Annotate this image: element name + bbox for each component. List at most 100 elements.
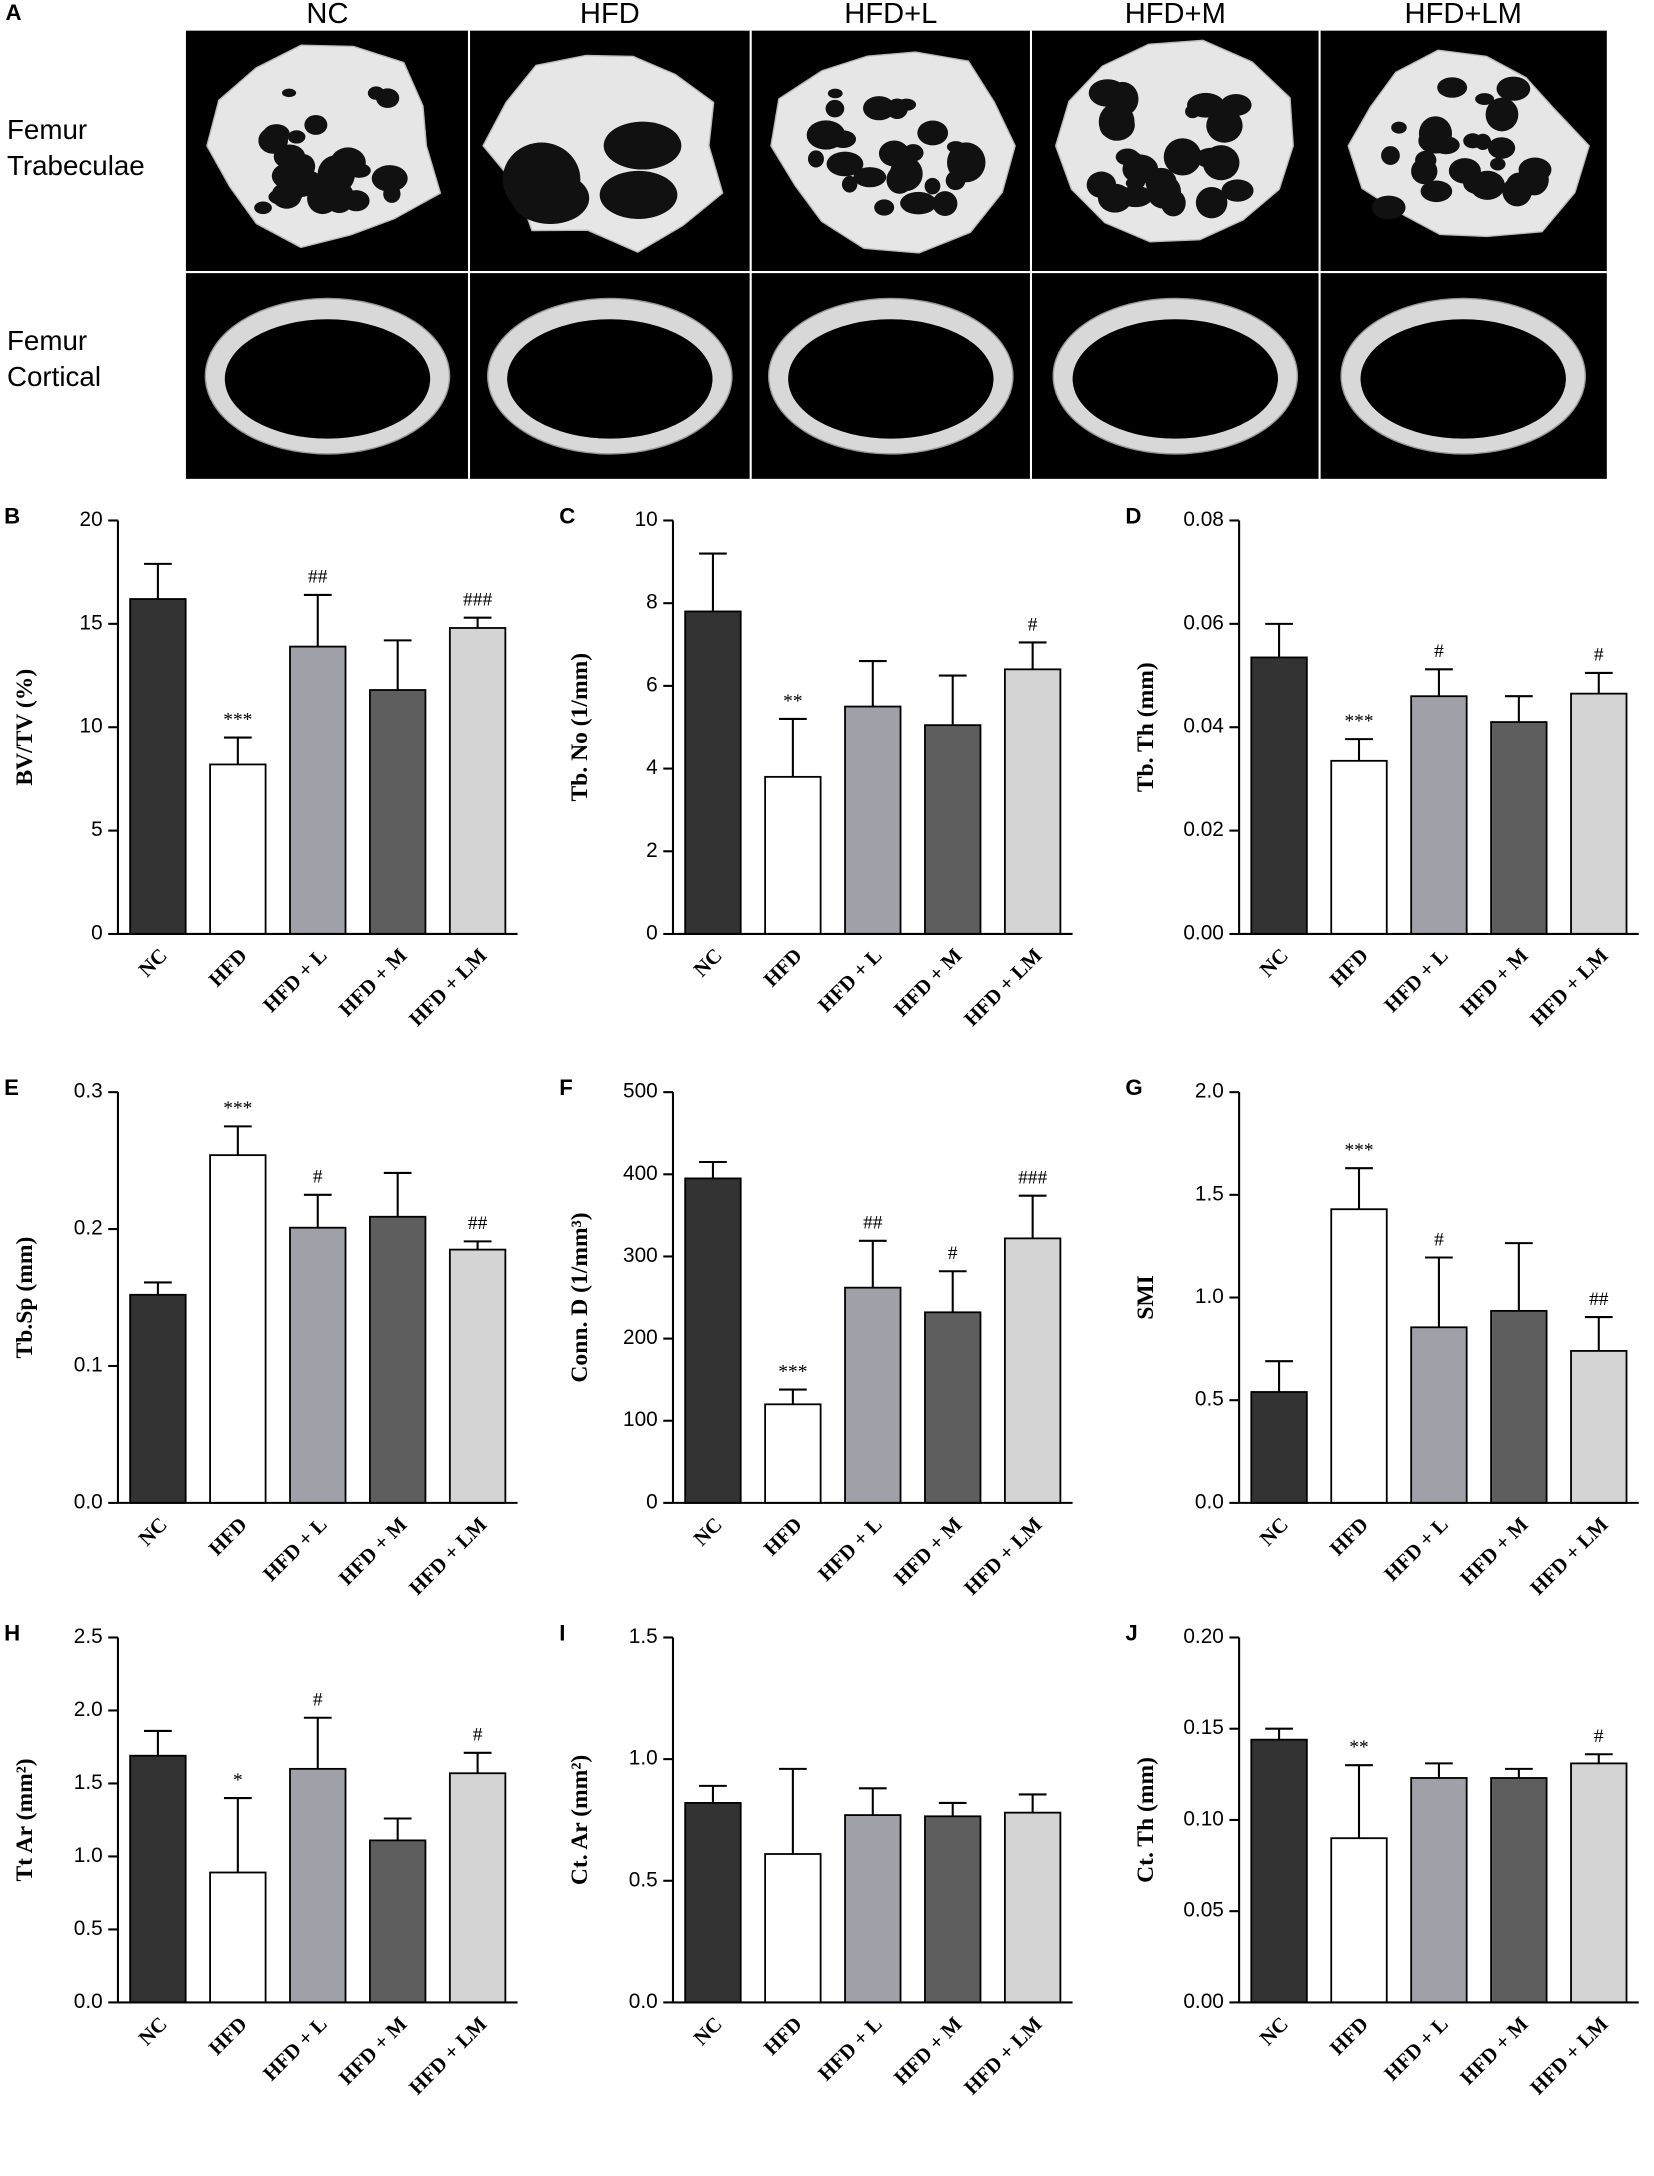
trabecular-pore xyxy=(1088,79,1127,107)
trabecular-pore xyxy=(376,88,400,108)
trabecular-pore xyxy=(299,171,322,195)
y-tick-label: 400 xyxy=(623,1162,658,1185)
y-tick-label: 0 xyxy=(91,921,103,944)
y-tick-label: 0.15 xyxy=(1183,1716,1223,1739)
y-tick-label: 0.02 xyxy=(1183,818,1223,841)
bar xyxy=(1410,1326,1468,1504)
column-header: NC xyxy=(306,0,348,30)
trabecular-pore xyxy=(1496,76,1531,101)
panel-label: I xyxy=(559,1621,565,1646)
y-tick-label: 20 xyxy=(80,508,103,531)
panel-label: B xyxy=(4,504,20,529)
y-tick-label: 5 xyxy=(91,818,103,841)
trabecular-pore xyxy=(1195,186,1228,219)
bar xyxy=(1330,1208,1388,1504)
column-header: HFD+LM xyxy=(1405,0,1522,30)
y-axis-label: Conn. D (1/mm³) xyxy=(567,1212,593,1382)
trabecular-pore xyxy=(603,121,682,170)
significance-label: # xyxy=(313,1690,323,1711)
bar xyxy=(369,1215,427,1504)
bar xyxy=(1410,1777,1468,2004)
y-tick-label: 0.0 xyxy=(74,1490,103,1513)
bar xyxy=(764,1853,822,2004)
significance-label: ## xyxy=(863,1213,883,1234)
significance-label: *** xyxy=(778,1361,807,1382)
y-tick-label: 0.00 xyxy=(1183,921,1223,944)
y-tick-label: 8 xyxy=(646,591,658,614)
trabecular-pore xyxy=(808,130,823,140)
y-tick-label: 0.06 xyxy=(1183,611,1223,634)
bar xyxy=(684,1177,742,1504)
column-header: HFD+L xyxy=(844,0,937,30)
y-tick-label: 2.0 xyxy=(1195,1080,1224,1103)
trabecular-pore xyxy=(1122,151,1144,171)
trabecular-pore xyxy=(917,120,949,146)
y-axis-label: Ct. Th (mm) xyxy=(1133,1757,1159,1883)
trabecular-pore xyxy=(827,88,843,99)
bar xyxy=(684,610,742,935)
y-tick-label: 0.5 xyxy=(629,1868,658,1891)
y-tick-label: 1.5 xyxy=(74,1771,103,1794)
y-axis-label: SMI xyxy=(1133,1275,1159,1320)
bar xyxy=(844,1814,902,2004)
row-label-line: Cortical xyxy=(7,361,101,392)
bar xyxy=(1330,759,1388,935)
trabecular-pore xyxy=(599,170,678,219)
trabecular-pore xyxy=(900,191,937,215)
cortical-lumen xyxy=(224,319,431,439)
y-tick-label: 0.2 xyxy=(74,1217,103,1240)
significance-label: ### xyxy=(1018,1167,1047,1188)
y-tick-label: 200 xyxy=(623,1326,658,1349)
y-axis-label: Tb.Sp (mm) xyxy=(12,1237,38,1359)
trabecular-pore xyxy=(281,88,297,98)
cortical-lumen xyxy=(788,319,994,439)
cortical-lumen xyxy=(1360,319,1566,439)
bar xyxy=(129,598,187,935)
trabecular-pore xyxy=(287,130,306,144)
y-tick-label: 6 xyxy=(646,673,658,696)
y-tick-label: 0.5 xyxy=(74,1917,103,1940)
bar xyxy=(448,1772,507,2004)
bar xyxy=(1490,1309,1548,1504)
significance-label: # xyxy=(1434,641,1444,662)
significance-label: * xyxy=(233,1770,243,1791)
trabecular-pore xyxy=(1502,176,1532,207)
bar xyxy=(1570,1762,1628,2004)
trabecular-pore xyxy=(1221,179,1254,202)
trabecular-pore xyxy=(902,144,924,162)
bar xyxy=(684,1802,742,2004)
significance-label: *** xyxy=(1344,711,1373,732)
panel-label: H xyxy=(4,1621,20,1646)
panel-label: C xyxy=(559,504,575,529)
bar xyxy=(289,1767,347,2004)
row-label-line: Trabeculae xyxy=(7,150,145,181)
y-tick-label: 0.0 xyxy=(1195,1490,1224,1513)
significance-label: # xyxy=(1434,1229,1444,1250)
y-axis-label: Tb. No (1/mm) xyxy=(567,653,593,802)
bar xyxy=(924,1815,982,2004)
bar xyxy=(1003,1811,1062,2004)
bar xyxy=(1490,1777,1548,2004)
trabecular-pore xyxy=(807,150,824,168)
row-label-line: Femur xyxy=(7,114,87,145)
trabecular-pore xyxy=(1097,183,1132,213)
y-tick-label: 0.0 xyxy=(629,1990,658,2013)
trabecular-pore xyxy=(1220,93,1252,116)
cortical-lumen xyxy=(1072,319,1278,439)
y-tick-label: 0.5 xyxy=(1195,1388,1224,1411)
y-tick-label: 15 xyxy=(80,611,103,634)
trabecular-pore xyxy=(1490,157,1506,171)
y-tick-label: 10 xyxy=(80,715,103,738)
trabecular-pore xyxy=(863,96,896,121)
y-tick-label: 0.08 xyxy=(1183,508,1223,531)
bar xyxy=(369,1839,427,2004)
bar xyxy=(1003,1237,1062,1504)
significance-label: # xyxy=(313,1167,323,1188)
trabecular-pore xyxy=(946,141,965,153)
bar xyxy=(209,763,267,935)
trabecular-pore xyxy=(1420,180,1453,203)
trabecular-pore xyxy=(945,170,966,191)
bar xyxy=(209,1154,267,1504)
y-tick-label: 0.3 xyxy=(74,1080,103,1103)
